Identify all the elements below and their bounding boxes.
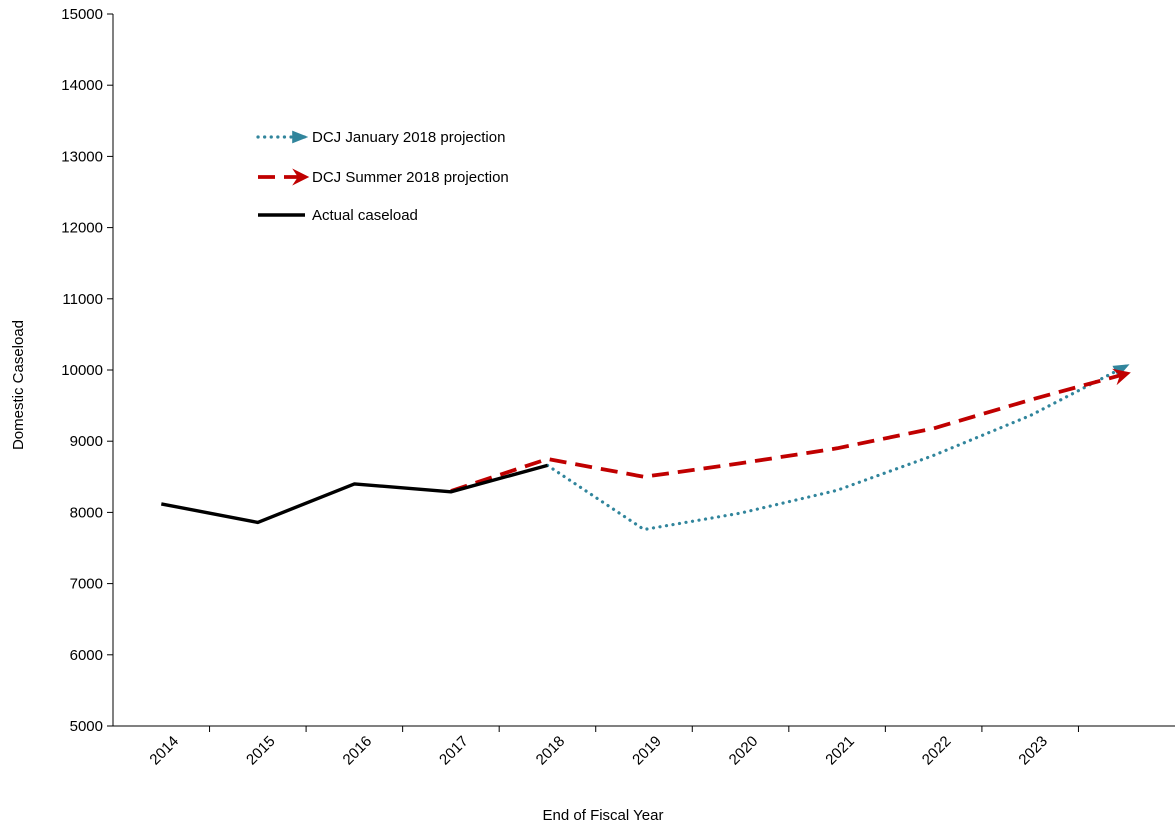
y-tick-label: 14000 bbox=[61, 77, 103, 94]
x-tick-label: 2022 bbox=[919, 733, 955, 769]
y-tick-label: 6000 bbox=[70, 647, 103, 664]
y-tick-label: 7000 bbox=[70, 576, 103, 593]
x-axis-title: End of Fiscal Year bbox=[543, 807, 664, 824]
legend-label: Actual caseload bbox=[312, 207, 418, 224]
legend-item-jan-2018: DCJ January 2018 projection bbox=[256, 129, 505, 146]
x-tick-label: 2019 bbox=[629, 733, 665, 769]
x-tick-label: 2016 bbox=[340, 733, 376, 769]
legend-label: DCJ Summer 2018 projection bbox=[312, 169, 509, 186]
x-tick-label: 2014 bbox=[146, 733, 182, 769]
series-jan-2018-projection bbox=[545, 364, 1130, 532]
y-tick-label: 11000 bbox=[62, 291, 103, 308]
y-tick-label: 9000 bbox=[70, 433, 103, 450]
y-tick-label: 12000 bbox=[61, 220, 103, 237]
x-tick-label: 2015 bbox=[243, 733, 279, 769]
y-axis-ticks: 5000 6000 7000 8000 9000 10000 11000 12000 13000… bbox=[61, 6, 113, 735]
series-lines bbox=[160, 364, 1131, 532]
x-tick-label: 2023 bbox=[1015, 733, 1051, 769]
y-tick-label: 13000 bbox=[61, 148, 103, 165]
x-tick-label: 2018 bbox=[533, 733, 569, 769]
y-tick-label: 8000 bbox=[70, 504, 103, 521]
series-summer-2018-projection bbox=[450, 368, 1131, 493]
y-axis-title: Domestic Caseload bbox=[10, 320, 27, 450]
legend-label: DCJ January 2018 projection bbox=[312, 129, 505, 146]
legend-item-actual: Actual caseload bbox=[258, 207, 418, 224]
legend: DCJ January 2018 projection DCJ Summer 20… bbox=[256, 129, 509, 224]
plot-area bbox=[112, 14, 1175, 727]
x-axis-ticks: 2014 2015 2016 2017 2018 2019 2020 2021 2022 2023 bbox=[146, 726, 1079, 769]
y-tick-label: 10000 bbox=[61, 362, 103, 379]
legend-item-summer-2018: DCJ Summer 2018 projection bbox=[258, 168, 509, 186]
x-tick-label: 2020 bbox=[726, 733, 762, 769]
x-tick-label: 2021 bbox=[822, 733, 858, 769]
y-tick-label: 5000 bbox=[70, 718, 103, 735]
series-actual-caseload bbox=[160, 463, 548, 525]
y-tick-label: 15000 bbox=[61, 6, 103, 23]
x-tick-label: 2017 bbox=[436, 733, 472, 769]
